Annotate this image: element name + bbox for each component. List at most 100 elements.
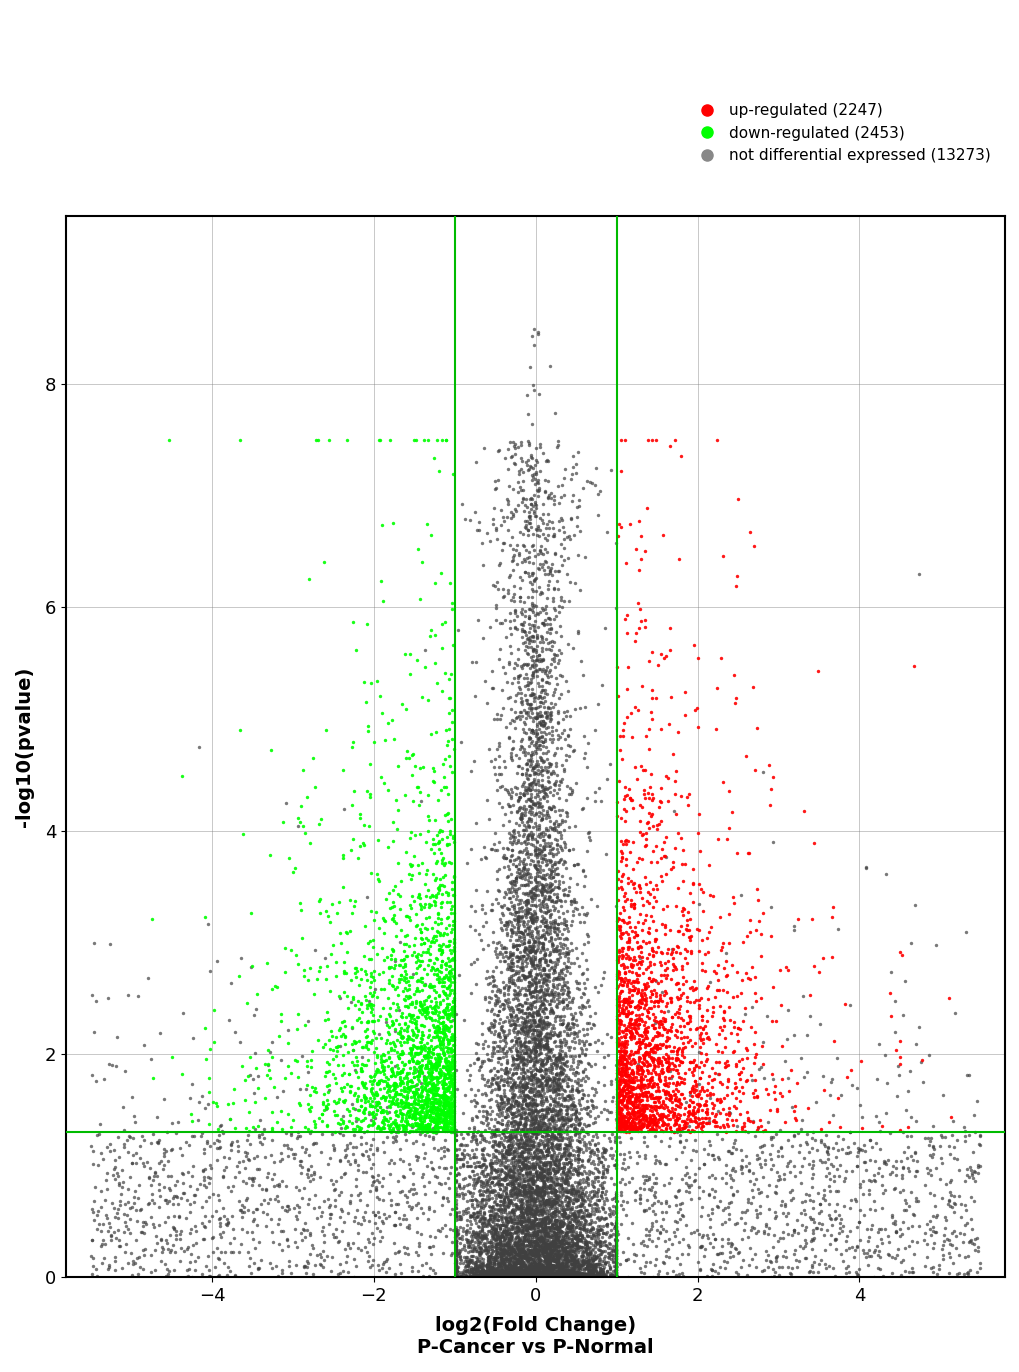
- Point: [447, 1264, 464, 1286]
- Point: [531, 1161, 547, 1183]
- Point: [581, 1266, 597, 1288]
- Point: [530, 1010, 546, 1032]
- Point: [501, 1078, 518, 1100]
- Point: [447, 1225, 464, 1247]
- Point: [647, 1148, 663, 1170]
- Point: [522, 779, 538, 801]
- Point: [750, 1147, 766, 1169]
- Point: [335, 962, 352, 984]
- Point: [514, 1258, 530, 1280]
- Point: [545, 814, 561, 836]
- Point: [610, 908, 627, 930]
- Point: [364, 1143, 380, 1165]
- Point: [527, 866, 543, 888]
- Point: [690, 1055, 706, 1077]
- Point: [769, 1165, 786, 1187]
- Point: [502, 959, 519, 981]
- Point: [489, 1047, 505, 1069]
- Point: [556, 1264, 573, 1286]
- Point: [422, 1109, 438, 1131]
- Point: [554, 878, 571, 900]
- Point: [604, 1247, 621, 1269]
- Point: [489, 1257, 505, 1279]
- Point: [581, 1259, 597, 1281]
- Point: [544, 1080, 560, 1102]
- Point: [520, 1037, 536, 1059]
- Point: [570, 1251, 586, 1273]
- Point: [582, 1240, 598, 1262]
- Point: [525, 744, 541, 766]
- Point: [775, 1162, 792, 1184]
- Point: [475, 1266, 491, 1288]
- Point: [474, 1266, 490, 1288]
- Point: [421, 936, 437, 958]
- Point: [439, 1029, 455, 1051]
- Point: [90, 1200, 106, 1222]
- Point: [549, 926, 566, 948]
- Point: [820, 1162, 837, 1184]
- Point: [613, 1084, 630, 1106]
- Point: [338, 922, 355, 944]
- Point: [549, 900, 566, 922]
- Point: [296, 1177, 312, 1199]
- Point: [667, 1048, 684, 1070]
- Point: [369, 944, 385, 966]
- Point: [517, 1043, 533, 1065]
- Point: [546, 1080, 562, 1102]
- Point: [630, 1032, 646, 1054]
- Point: [749, 1220, 765, 1242]
- Point: [519, 1266, 535, 1288]
- Point: [425, 771, 441, 793]
- Point: [610, 1117, 627, 1139]
- Point: [533, 938, 549, 960]
- Point: [513, 1128, 529, 1150]
- Point: [903, 1261, 919, 1283]
- Point: [552, 966, 569, 988]
- Point: [463, 1259, 479, 1281]
- Point: [383, 896, 399, 918]
- Point: [682, 1121, 698, 1143]
- Point: [461, 1183, 477, 1205]
- Point: [537, 1262, 553, 1284]
- Point: [580, 1255, 596, 1277]
- Point: [335, 1044, 352, 1066]
- Point: [667, 1095, 684, 1117]
- Point: [579, 1262, 595, 1284]
- Point: [523, 1211, 539, 1233]
- Point: [444, 1026, 461, 1048]
- Point: [422, 1054, 438, 1076]
- Point: [542, 1146, 558, 1168]
- Point: [383, 709, 399, 731]
- Point: [615, 1033, 632, 1055]
- Point: [420, 1115, 436, 1137]
- Point: [510, 1210, 526, 1232]
- Point: [479, 1211, 495, 1233]
- Point: [529, 1257, 545, 1279]
- Point: [546, 1239, 562, 1261]
- Point: [650, 1052, 666, 1074]
- Point: [553, 811, 570, 833]
- Point: [512, 807, 528, 829]
- Point: [818, 1148, 835, 1170]
- Point: [600, 1246, 616, 1268]
- Point: [526, 1262, 542, 1284]
- Point: [556, 1133, 573, 1155]
- Point: [567, 1065, 583, 1087]
- Point: [753, 1034, 769, 1056]
- Point: [311, 812, 327, 834]
- Point: [506, 1264, 523, 1286]
- Point: [588, 1265, 604, 1287]
- Point: [405, 1173, 421, 1195]
- Point: [535, 963, 551, 985]
- Point: [527, 641, 543, 663]
- Point: [556, 1266, 573, 1288]
- Point: [332, 1253, 348, 1275]
- Point: [441, 963, 458, 985]
- Point: [341, 1238, 358, 1259]
- Point: [406, 1177, 422, 1199]
- Point: [529, 1227, 545, 1249]
- Point: [510, 1211, 526, 1233]
- Point: [440, 687, 457, 709]
- Point: [551, 1214, 568, 1236]
- Point: [649, 1011, 665, 1033]
